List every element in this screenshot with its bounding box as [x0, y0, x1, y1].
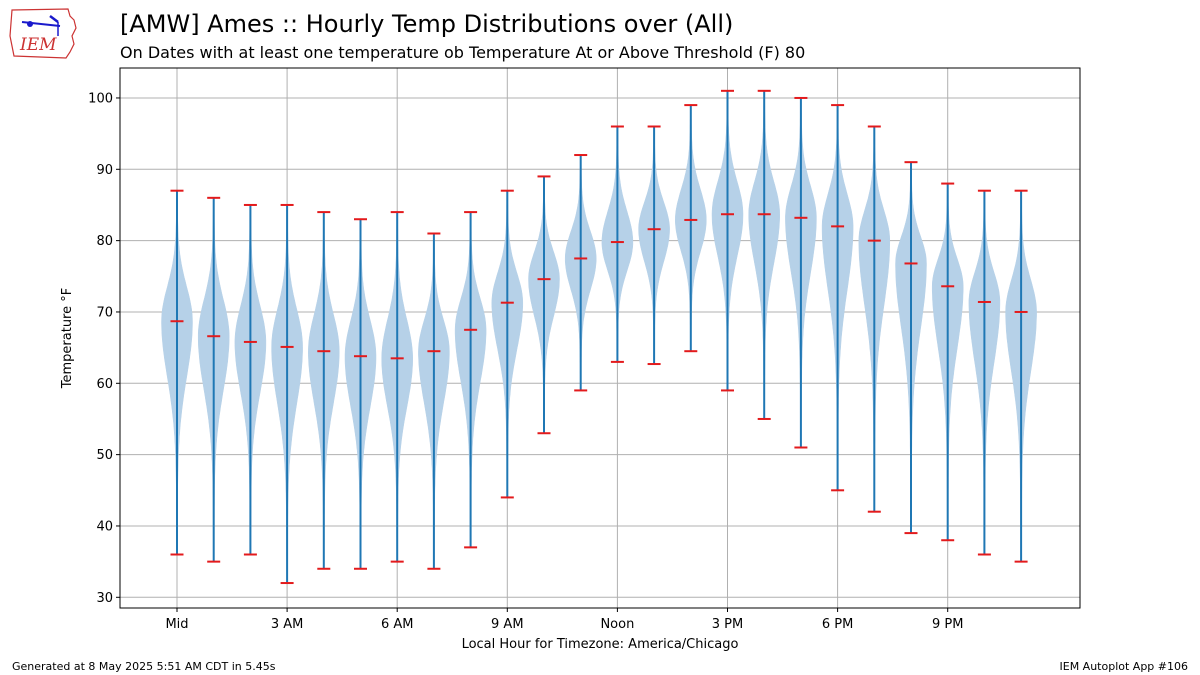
violin-hour-4 — [308, 211, 340, 570]
chart-title: [AMW] Ames :: Hourly Temp Distributions … — [120, 10, 734, 38]
y-tick-label: 80 — [96, 234, 113, 249]
violin-hour-20 — [895, 161, 927, 535]
y-tick-label: 50 — [96, 448, 113, 463]
violin-hour-22 — [968, 189, 1001, 556]
y-tick-label: 100 — [88, 91, 113, 106]
violin-hour-1 — [197, 196, 230, 563]
x-tick-label: 9 PM — [932, 617, 963, 632]
x-tick-label: Noon — [600, 617, 634, 632]
x-tick-label: 9 AM — [491, 617, 524, 632]
violin-hour-13 — [638, 125, 670, 366]
y-tick-label: 70 — [96, 305, 113, 320]
violin-hour-12 — [601, 125, 634, 363]
x-tick-label: 3 AM — [271, 617, 304, 632]
x-tick-label: 6 PM — [822, 617, 853, 632]
violin-hour-10 — [528, 175, 560, 435]
x-axis-label: Local Hour for Timezone: America/Chicago — [462, 637, 739, 652]
plot-frame — [119, 67, 1081, 609]
y-axis-label: Temperature °F — [60, 288, 75, 389]
violin-hour-8 — [454, 211, 487, 549]
x-tick-label: Mid — [165, 617, 188, 632]
violin-hour-18 — [821, 104, 854, 492]
violin-hour-19 — [858, 125, 891, 513]
x-tick-label: 6 AM — [381, 617, 414, 632]
logo-text: IEM — [19, 35, 57, 55]
y-tick-label: 40 — [96, 519, 113, 534]
violin-hour-23 — [1005, 189, 1037, 563]
violin-hour-9 — [491, 189, 524, 499]
chart-subtitle: On Dates with at least one temperature o… — [120, 43, 806, 62]
violin-hour-6 — [381, 211, 413, 563]
y-tick-label: 90 — [96, 163, 113, 178]
violin-hour-7 — [418, 232, 450, 570]
app-id: IEM Autoplot App #106 — [1059, 660, 1189, 673]
y-tick-label: 60 — [96, 377, 113, 392]
violin-hour-2 — [234, 203, 267, 556]
violin-hour-17 — [785, 96, 817, 449]
violin-hour-21 — [931, 182, 964, 542]
axes: 30 40 50 60 70 80 90 100 Mid 3 AM 6 AM 9 AM Noon 3 PM… — [88, 91, 963, 632]
violin-hour-11 — [564, 154, 597, 392]
violin-series — [161, 89, 1037, 585]
violin-hour-16 — [748, 89, 780, 420]
violin-hour-3 — [271, 203, 303, 585]
iem-logo: IEM — [8, 6, 82, 60]
y-tick-label: 30 — [96, 591, 113, 606]
violin-hour-14 — [675, 104, 707, 353]
violin-hour-5 — [344, 218, 377, 570]
violin-hour-0 — [161, 189, 193, 556]
generated-timestamp: Generated at 8 May 2025 5:51 AM CDT in 5… — [12, 660, 276, 673]
x-tick-label: 3 PM — [712, 617, 743, 632]
violin-hour-15 — [711, 89, 744, 392]
